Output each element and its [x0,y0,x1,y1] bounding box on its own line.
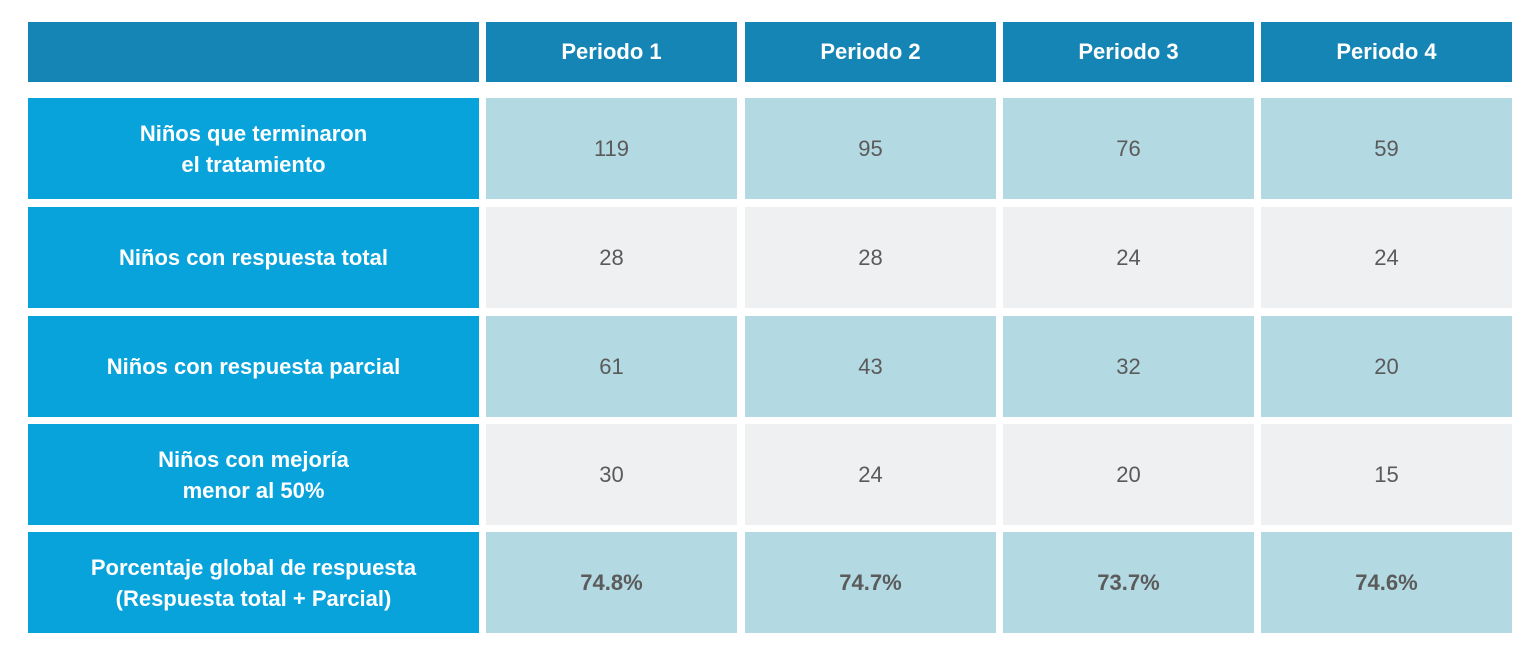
table-cell: 24 [745,424,996,525]
table-cell: 15 [1261,424,1512,525]
table-cell: 73.7% [1003,532,1254,633]
table-corner [28,22,479,82]
table-cell: 43 [745,316,996,417]
table-cell: 24 [1261,207,1512,308]
column-header: Periodo 2 [745,22,996,82]
column-header: Periodo 4 [1261,22,1512,82]
table-cell: 95 [745,98,996,199]
row-header: Niños con mejoría menor al 50% [28,424,479,525]
row-header: Niños con respuesta total [28,207,479,308]
table-cell: 74.8% [486,532,737,633]
table-cell: 32 [1003,316,1254,417]
table-cell: 20 [1261,316,1512,417]
row-header: Porcentaje global de respuesta (Respuest… [28,532,479,633]
table-cell: 61 [486,316,737,417]
column-header: Periodo 3 [1003,22,1254,82]
row-header: Niños con respuesta parcial [28,316,479,417]
table-cell: 28 [745,207,996,308]
table-cell: 24 [1003,207,1254,308]
table-cell: 20 [1003,424,1254,525]
table-cell: 28 [486,207,737,308]
table-cell: 30 [486,424,737,525]
table-cell: 74.7% [745,532,996,633]
table-cell: 59 [1261,98,1512,199]
column-header: Periodo 1 [486,22,737,82]
table-cell: 74.6% [1261,532,1512,633]
row-header: Niños que terminaron el tratamiento [28,98,479,199]
table-cell: 76 [1003,98,1254,199]
table-cell: 119 [486,98,737,199]
